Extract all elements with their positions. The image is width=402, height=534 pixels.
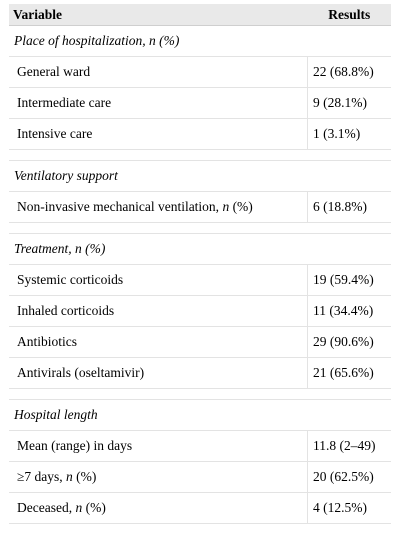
row-value: 22 (68.8%) [307,56,391,88]
section-title: Ventilatory support [9,160,391,192]
table-row: Intermediate care 9 (28.1%) [9,87,391,119]
row-value: 19 (59.4%) [307,264,391,296]
row-label: Deceased, n (%) [9,492,308,524]
spacer-row [9,222,391,234]
column-header-variable: Variable [9,4,308,26]
row-label: Antivirals (oseltamivir) [9,357,308,389]
row-label: ≥7 days, n (%) [9,461,308,493]
section-row-ventilatory: Ventilatory support [9,160,391,192]
row-label: Non-invasive mechanical ventilation, n (… [9,191,308,223]
section-title: Treatment, n (%) [9,233,391,265]
spacer-cell [9,388,391,400]
table-row: Inhaled corticoids 11 (34.4%) [9,295,391,327]
row-value: 11 (34.4%) [307,295,391,327]
results-table: Variable Results Place of hospitalizatio… [9,4,391,524]
section-title: Place of hospitalization, n (%) [9,25,391,57]
table-row: Deceased, n (%) 4 (12.5%) [9,492,391,524]
row-value: 20 (62.5%) [307,461,391,493]
section-row-hospital-length: Hospital length [9,399,391,431]
row-label: General ward [9,56,308,88]
table-row: Antibiotics 29 (90.6%) [9,326,391,358]
section-title: Hospital length [9,399,391,431]
table-row: ≥7 days, n (%) 20 (62.5%) [9,461,391,493]
row-value: 29 (90.6%) [307,326,391,358]
column-header-results: Results [307,4,391,26]
row-label: Intermediate care [9,87,308,119]
row-label: Intensive care [9,118,308,150]
table-row: Antivirals (oseltamivir) 21 (65.6%) [9,357,391,389]
row-label: Inhaled corticoids [9,295,308,327]
section-row-treatment: Treatment, n (%) [9,233,391,265]
table-row: Non-invasive mechanical ventilation, n (… [9,191,391,223]
row-value: 6 (18.8%) [307,191,391,223]
table-row: Intensive care 1 (3.1%) [9,118,391,150]
row-value: 9 (28.1%) [307,87,391,119]
table-row: General ward 22 (68.8%) [9,56,391,88]
spacer-row [9,149,391,161]
row-label: Antibiotics [9,326,308,358]
section-row-hospitalization: Place of hospitalization, n (%) [9,25,391,57]
row-value: 11.8 (2–49) [307,430,391,462]
header-row: Variable Results [9,4,391,26]
row-value: 1 (3.1%) [307,118,391,150]
table-row: Systemic corticoids 19 (59.4%) [9,264,391,296]
row-value: 4 (12.5%) [307,492,391,524]
spacer-cell [9,149,391,161]
row-label: Systemic corticoids [9,264,308,296]
spacer-row [9,388,391,400]
table-row: Mean (range) in days 11.8 (2–49) [9,430,391,462]
row-value: 21 (65.6%) [307,357,391,389]
spacer-cell [9,222,391,234]
row-label: Mean (range) in days [9,430,308,462]
